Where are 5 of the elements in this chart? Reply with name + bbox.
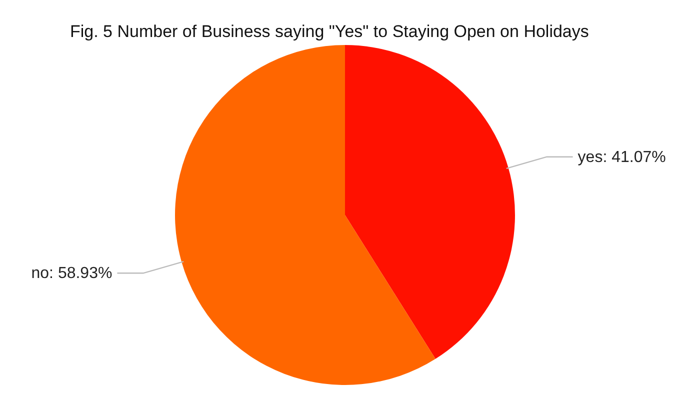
chart-title: Fig. 5 Number of Business saying "Yes" to Staying Open on Holidays	[70, 22, 589, 41]
slice-label: no: 58.93%	[31, 265, 112, 282]
pie-slice	[175, 45, 436, 385]
slice-label: yes: 41.07%	[578, 148, 666, 166]
pie-slice	[345, 45, 515, 359]
